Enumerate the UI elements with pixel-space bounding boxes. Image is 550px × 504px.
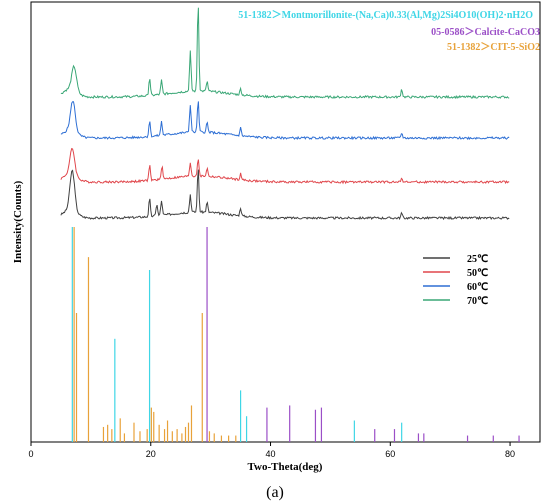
- x-tick-label: 80: [505, 449, 515, 459]
- series-line-1: [60, 147, 510, 185]
- legend-label-70: 70℃: [467, 296, 488, 307]
- reference-pattern-0: [71, 227, 403, 442]
- y-axis-title: Intensity(Counts): [12, 180, 24, 263]
- series-line-2: [60, 101, 510, 141]
- ref-label-montmorillonite: 51-1382＞Montmorillonite-(Na,Ca)0.33(Al,M…: [238, 9, 533, 21]
- reference-pattern-2: [73, 227, 237, 442]
- reference-pattern-1: [206, 227, 520, 442]
- series-line-3: [60, 7, 510, 100]
- legend-label-50: 50℃: [467, 268, 488, 279]
- x-tick-label: 0: [28, 449, 33, 459]
- legend: 25℃ 50℃ 60℃ 70℃: [423, 254, 488, 307]
- plot-frame: [30, 1, 541, 443]
- x-axis: 0 20 40 60 80: [28, 442, 515, 459]
- series-line-0: [60, 169, 510, 221]
- x-tick-label: 60: [385, 449, 395, 459]
- reference-patterns: [71, 227, 520, 442]
- x-tick-label: 20: [146, 449, 156, 459]
- legend-label-60: 60℃: [467, 282, 488, 293]
- figure-caption: (a): [266, 484, 284, 501]
- reference-legend: 51-1382＞Montmorillonite-(Na,Ca)0.33(Al,M…: [238, 9, 540, 53]
- ref-label-calcite: 05-0586＞Calcite-CaCO3: [431, 26, 540, 38]
- legend-label-25: 25℃: [467, 254, 488, 265]
- x-tick-label: 40: [266, 449, 276, 459]
- ref-label-cit5: 51-1382＞CIT-5-SiO2: [447, 41, 540, 53]
- x-axis-title: Two-Theta(deg): [248, 461, 323, 473]
- measured-patterns: [60, 7, 510, 221]
